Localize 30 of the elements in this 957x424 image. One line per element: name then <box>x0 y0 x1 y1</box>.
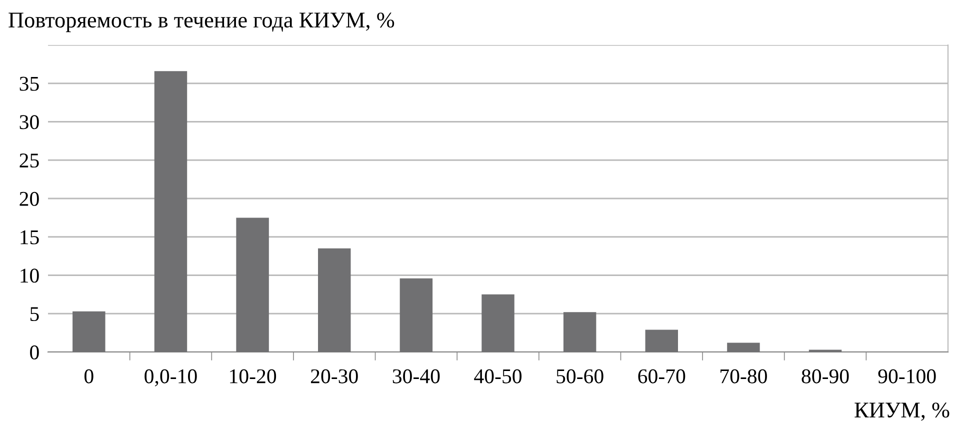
bar <box>563 312 596 352</box>
y-tick-label: 15 <box>20 230 39 244</box>
x-tick-label: 90-100 <box>878 369 936 384</box>
bar <box>727 342 760 352</box>
x-tick-label: 40-50 <box>474 369 522 384</box>
x-tick-label: 0 <box>84 369 94 384</box>
bar <box>400 278 433 352</box>
x-tick-label: 80-90 <box>802 369 849 384</box>
y-tick-label: 5 <box>30 307 39 322</box>
bar <box>645 330 678 352</box>
x-axis-title: КИУМ, % <box>854 402 950 421</box>
bar <box>154 71 188 352</box>
bar <box>236 218 269 352</box>
y-tick-label: 35 <box>20 76 39 91</box>
y-tick-label: 0 <box>30 345 39 360</box>
y-tick-label: 30 <box>20 115 39 130</box>
x-tick-label: 70-80 <box>720 369 767 384</box>
x-tick-label: 50-60 <box>556 369 604 384</box>
bar <box>482 294 514 352</box>
x-tick-label: 10-20 <box>230 369 276 384</box>
bar <box>318 248 351 352</box>
bar <box>72 311 106 352</box>
x-tick-label: 0,0-10 <box>144 369 197 386</box>
y-tick-label: 20 <box>20 192 39 206</box>
x-tick-label: 60-70 <box>638 369 686 384</box>
y-tick-label: 10 <box>20 268 39 283</box>
chart-title: Повторяемость в течение года КИУМ, % <box>8 12 394 32</box>
x-tick-label: 20-30 <box>310 369 358 384</box>
y-tick-label: 25 <box>20 154 39 168</box>
x-tick-label: 30-40 <box>392 369 440 384</box>
